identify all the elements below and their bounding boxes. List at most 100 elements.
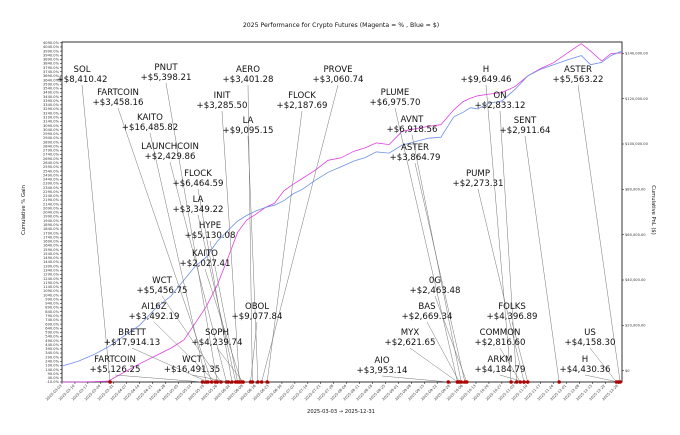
annotation-marker: [213, 380, 218, 384]
annotation-value: +$4,239.74: [192, 338, 243, 348]
annotation-value: +$2,027.41: [180, 259, 231, 269]
annotation-label: AERO: [236, 65, 260, 75]
left-tick-label: 3540.0%: [43, 87, 60, 91]
left-tick-label: 1190.0%: [43, 281, 60, 285]
left-tick-label: 1690.0%: [43, 240, 60, 244]
annotation-value: +$3,349.22: [173, 205, 224, 215]
annotation-value: +$2,273.31: [453, 179, 504, 189]
left-tick-label: 2040.0%: [43, 211, 60, 215]
left-tick-label: 2990.0%: [43, 132, 60, 136]
annotation-marker: [509, 380, 513, 384]
left-tick-label: 3790.0%: [43, 66, 60, 70]
annotation-leader: [485, 84, 512, 383]
left-tick-label: 2440.0%: [43, 178, 60, 182]
left-tick-label: 1340.0%: [43, 269, 60, 273]
annotation-label: SOPH: [205, 328, 229, 338]
annotation-value: +$5,126.25: [90, 365, 141, 375]
annotation-label: LA: [193, 195, 204, 205]
annotation-value: +$5,563.22: [553, 75, 604, 85]
annotation-value: +$3,864.79: [390, 153, 441, 163]
left-tick-label: 1640.0%: [43, 244, 60, 248]
left-tick-label: 3590.0%: [43, 82, 60, 86]
annotation-label: PROVE: [323, 65, 352, 75]
left-tick-label: 1540.0%: [43, 252, 60, 256]
annotation-value: +$9,095.15: [223, 126, 274, 136]
left-tick-label: 2490.0%: [43, 173, 60, 177]
left-tick-label: 3690.0%: [43, 74, 60, 78]
annotation-value: +$2,669.34: [402, 312, 453, 322]
annotation-marker: [108, 380, 112, 384]
annotation-value: +$2,911.64: [500, 126, 551, 136]
annotation-label: PUMP: [466, 169, 490, 179]
left-tick-label: 40.0%: [48, 376, 60, 380]
annotation-marker: [209, 380, 214, 384]
left-tick-label: 2690.0%: [43, 157, 60, 161]
annotation-leader: [191, 374, 229, 383]
annotation-label: FLOCK: [184, 169, 212, 179]
left-tick-label: 2890.0%: [43, 140, 60, 144]
left-tick-label: 1440.0%: [43, 260, 60, 264]
left-tick-label: 240.0%: [45, 360, 59, 364]
x-axis: 2025-03-032025-03-102025-03-172025-03-24…: [45, 382, 620, 401]
left-tick-label: 490.0%: [45, 339, 59, 343]
left-tick-label: 3140.0%: [43, 120, 60, 124]
left-tick-label: 1140.0%: [43, 285, 60, 289]
annotation-leader: [153, 321, 216, 383]
annotation-value: +$3,060.74: [313, 75, 364, 85]
annotation-value: +$16,491.35: [164, 365, 220, 375]
left-tick-label: 990.0%: [45, 297, 59, 301]
left-tick-label: 3290.0%: [43, 107, 60, 111]
left-tick-label: 90.0%: [48, 372, 60, 376]
annotation-value: +$3,492.19: [129, 312, 180, 322]
left-tick-label: 1990.0%: [43, 215, 60, 219]
annotation-label: FOLKS: [498, 302, 526, 312]
left-tick-label: 190.0%: [45, 364, 59, 368]
annotation-label: MYX: [401, 328, 420, 338]
left-tick-label: 1790.0%: [43, 231, 60, 235]
annotation-value: +$4,184.79: [475, 365, 526, 375]
annotation-marker: [522, 380, 526, 384]
annotation-leader: [169, 161, 227, 383]
left-tick-label: 2240.0%: [43, 194, 60, 198]
left-tick-label: 2540.0%: [43, 169, 60, 173]
annotation-label: H: [582, 355, 588, 365]
annotation-label: WCT: [182, 355, 202, 365]
left-tick-label: 1890.0%: [43, 223, 60, 227]
left-tick-label: 940.0%: [45, 302, 59, 306]
annotation-leader: [197, 214, 236, 383]
annotation-leader: [409, 347, 458, 383]
annotation-label: AIO: [374, 356, 389, 366]
left-tick-label: 1240.0%: [43, 277, 60, 281]
annotation-value: +$6,918.56: [387, 125, 438, 135]
annotation-leader: [477, 188, 525, 383]
left-tick-label: 1940.0%: [43, 219, 60, 223]
left-tick-label: 4040.0%: [43, 45, 60, 49]
annotation-value: +$2,816.60: [475, 338, 526, 348]
left-tick-label: 3190.0%: [43, 115, 60, 119]
annotation-leader: [149, 132, 207, 383]
annotation-value: +$2,187.69: [277, 101, 328, 111]
annotation-value: +$4,158.30: [565, 338, 616, 348]
annotation-marker: [241, 380, 245, 384]
left-tick-label: 1740.0%: [43, 235, 60, 239]
annotation-marker: [259, 380, 264, 384]
left-tick-label: 1290.0%: [43, 273, 60, 277]
annotation-label: FARTCOIN: [94, 355, 136, 365]
annotation-label: US: [584, 328, 596, 338]
annotation-marker: [525, 380, 530, 384]
annotation-value: +$6,464.59: [173, 179, 224, 189]
annotation-leader: [261, 84, 339, 383]
annotation-label: BRETT: [118, 328, 146, 338]
annotation-label: SENT: [514, 116, 537, 126]
annotation-label: ASTER: [564, 65, 592, 75]
annotation-label: ASTER: [401, 143, 429, 153]
right-tick-label: $0: [625, 369, 630, 373]
annotation-value: +$5,456.75: [137, 286, 188, 296]
series-lines: [61, 43, 623, 383]
annotation-label: AVNT: [401, 115, 425, 125]
annotation-marker: [200, 380, 205, 384]
annotation-marker: [235, 380, 240, 384]
annotation-marker: [226, 380, 231, 384]
annotation-value: +$9,077.84: [232, 312, 283, 322]
